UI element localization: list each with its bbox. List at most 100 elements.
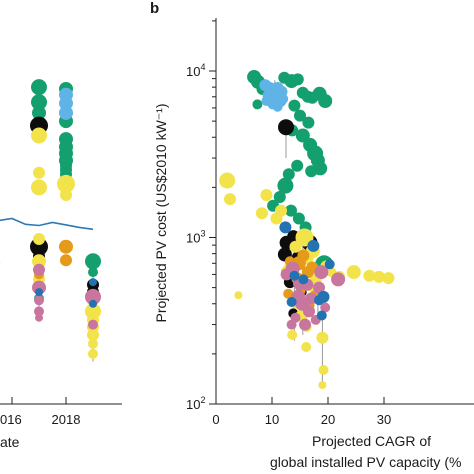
panel-a-point-yellow: [33, 233, 45, 245]
data-point-lightblue: [272, 101, 283, 112]
data-point-green: [295, 128, 310, 143]
data-point-yellow: [346, 265, 361, 280]
data-point-green: [305, 165, 318, 178]
data-point-pink: [314, 265, 329, 280]
panel-a-markers: [0, 79, 101, 362]
data-point-green: [294, 109, 306, 122]
data-point-pink: [286, 319, 297, 330]
data-point-blue: [289, 270, 300, 281]
data-point-green: [291, 159, 304, 172]
data-point-yellow: [289, 240, 302, 253]
data-point-pink: [313, 281, 325, 294]
panel-a-point-blue: [35, 288, 43, 297]
panel-a-point-pink: [85, 288, 101, 305]
panel-a-point-green: [85, 253, 101, 270]
panel-a-point-blue: [89, 299, 97, 308]
panel-b-markers: [219, 70, 395, 389]
panel-a-point-orange: [60, 254, 72, 267]
trend-line: [0, 217, 94, 231]
data-point-yellow: [260, 189, 273, 201]
panel-a-point-lightblue: [59, 96, 73, 111]
data-point-yellow: [234, 291, 243, 300]
data-point-yellow: [318, 365, 329, 375]
panel-a-point-yellow: [32, 254, 46, 269]
data-point-pink: [303, 305, 315, 318]
data-point-yellow: [363, 269, 376, 282]
data-point-green: [288, 99, 301, 112]
data-point-blue: [286, 297, 297, 307]
panel-a-point-pink: [88, 319, 98, 330]
data-point-pink: [320, 302, 331, 313]
data-point-blue: [317, 290, 330, 303]
data-point-yellow: [255, 207, 268, 220]
data-point-green: [252, 99, 263, 110]
x-axis-title-line2: global installed PV capacity (%: [270, 454, 461, 470]
y-ticks: 104 103 102: [186, 20, 216, 412]
data-point-yellow: [373, 270, 385, 283]
panel-a-point-yellow: [57, 174, 75, 193]
data-point-orange: [283, 288, 294, 299]
panel-a-point-green: [31, 94, 47, 111]
data-point-blue: [324, 259, 335, 270]
data-point-blue: [298, 274, 309, 285]
data-point-green: [282, 168, 295, 181]
panel-a-point-pink: [33, 263, 45, 276]
data-point-green: [292, 212, 305, 225]
panel-a-point-yellow: [85, 303, 101, 320]
y-tick-label: 103: [186, 229, 205, 246]
data-point-yellow: [316, 331, 329, 344]
data-point-yellow: [224, 193, 236, 206]
panel-a-x-axis-title: ate: [0, 434, 20, 450]
panel-a-point-pink: [35, 313, 43, 322]
x-tick-label: 0: [212, 412, 219, 427]
data-point-green: [318, 94, 333, 108]
data-point-yellow: [382, 272, 395, 285]
panel-a-point-yellow: [31, 179, 47, 196]
data-point-lightblue: [278, 93, 289, 104]
data-point-green: [291, 73, 304, 86]
data-point-yellow: [219, 172, 236, 189]
data-point-pink: [331, 272, 346, 287]
panel-a-point-lightblue: [59, 105, 73, 120]
data-point-yellow: [301, 342, 312, 352]
panel-a-x-tick-label: 016: [0, 412, 22, 427]
x-axis-title-line1: Projected CAGR of: [312, 433, 431, 449]
data-point-green: [285, 204, 297, 217]
panel-b: b 104 103 102 0 10 20 30 Projected PV cost (U…: [150, 0, 474, 470]
data-point-pink: [299, 318, 311, 331]
panel-a-point-green: [31, 79, 47, 96]
x-tick-label: 20: [321, 412, 335, 427]
data-point-blue: [316, 310, 327, 321]
data-point-green: [273, 191, 286, 203]
data-point-blue: [307, 239, 320, 252]
y-tick-label: 102: [186, 395, 205, 412]
data-point-yellow: [275, 204, 287, 217]
panel-a-point-yellow: [60, 189, 72, 201]
panel-letter: b: [150, 0, 159, 17]
panel-a-point-pink: [34, 295, 44, 306]
data-point-black: [278, 119, 294, 136]
data-point-yellow: [287, 329, 298, 340]
panel-a-point-yellow: [88, 338, 98, 349]
panel-a-x-tick-label: 2018: [52, 412, 81, 427]
data-point-green: [302, 116, 315, 129]
panel-a-point-green: [88, 267, 98, 278]
panel-a-point-yellow: [87, 328, 99, 341]
panel-a-point-pink: [34, 306, 44, 317]
y-axis-title: Projected PV cost (US$2010 kW⁻¹): [153, 103, 169, 322]
panel-a: 016 2018 ate: [0, 79, 122, 450]
data-point-green: [277, 177, 294, 194]
panel-a-point-yellow: [33, 166, 45, 179]
panel-a-point-blue: [89, 278, 97, 287]
panel-a-point-orange: [59, 239, 73, 254]
panel-a-point-green: [32, 105, 46, 120]
panel-a-point-yellow: [31, 127, 47, 144]
data-point-orange: [297, 249, 310, 262]
x-tick-label: 30: [377, 412, 391, 427]
data-point-yellow: [318, 381, 327, 389]
x-tick-label: 10: [265, 412, 279, 427]
data-point-blue: [279, 221, 292, 234]
x-ticks: 0 10 20 30: [212, 397, 391, 427]
y-tick-label: 104: [186, 62, 205, 79]
